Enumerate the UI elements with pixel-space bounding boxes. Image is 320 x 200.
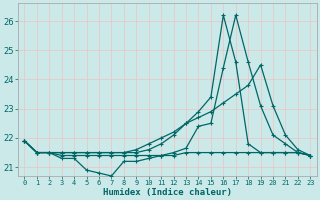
X-axis label: Humidex (Indice chaleur): Humidex (Indice chaleur): [103, 188, 232, 197]
